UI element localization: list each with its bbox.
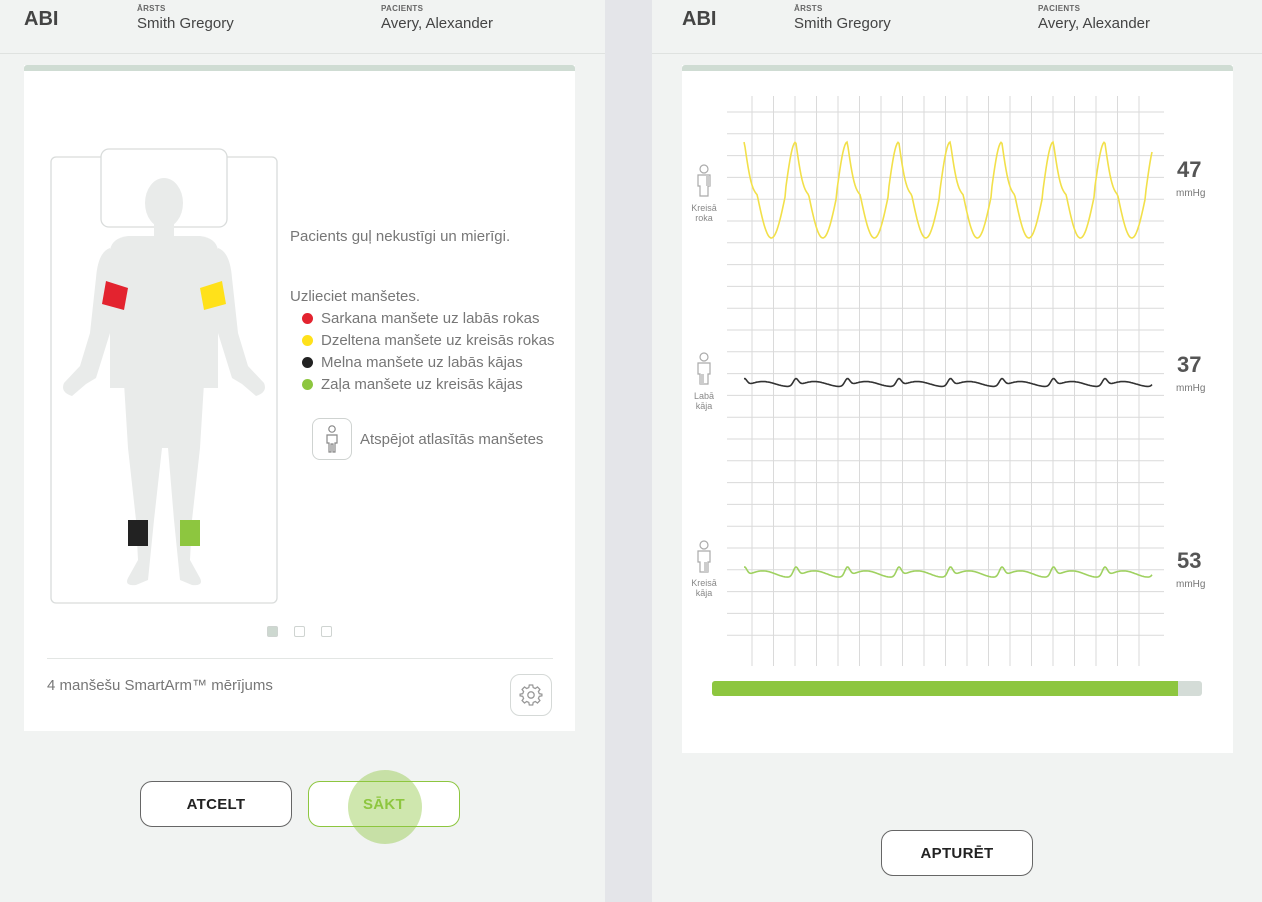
header: ABI ĀRSTS Smith Gregory PACIENTS Avery, …	[0, 0, 605, 54]
instruction-apply-cuffs: Uzlieciet manšetes.	[290, 288, 421, 305]
cuff-legend-label: Sarkana manšete uz labās rokas	[321, 310, 540, 327]
card-top-bar	[682, 65, 1233, 71]
waveform-trace-1	[743, 140, 1153, 239]
patient-field: PACIENTS Avery, Alexander	[1038, 4, 1150, 32]
limb-label-left-leg: Kreisā kāja	[682, 578, 726, 598]
header: ABI ĀRSTS Smith Gregory PACIENTS Avery, …	[652, 0, 1262, 54]
limb-label-line: Labā	[693, 391, 715, 401]
body-diagram	[50, 148, 278, 604]
cuff-legend-label: Melna manšete uz labās kājas	[321, 354, 523, 371]
pressure-unit: mmHg	[1176, 579, 1206, 590]
limb-person-icon	[697, 164, 711, 197]
stop-button[interactable]: APTURĒT	[881, 830, 1033, 876]
pressure-unit: mmHg	[1176, 383, 1206, 394]
start-button[interactable]: SĀKT	[308, 781, 460, 827]
limb-label-right-leg: Labā kāja	[682, 391, 726, 411]
unpair-cuffs-button[interactable]	[312, 418, 352, 460]
cuff-legend-label: Dzeltena manšete uz kreisās rokas	[321, 332, 555, 349]
cuff-legend-item-green: Zaļa manšete uz kreisās kājas	[302, 376, 523, 393]
black-cuff-marker	[128, 520, 148, 546]
app-title: ABI	[24, 8, 59, 30]
measurement-mode-label: 4 manšešu SmartArm™ mērījums	[47, 677, 273, 694]
patient-label: PACIENTS	[381, 4, 424, 13]
measurement-progress-bar	[712, 681, 1202, 696]
measurement-screen: ABI ĀRSTS Smith Gregory PACIENTS Avery, …	[652, 0, 1262, 902]
pressure-value-left-leg: 53	[1177, 548, 1202, 573]
pager-dot-3[interactable]	[321, 626, 332, 637]
patient-name: Avery, Alexander	[1038, 15, 1151, 32]
cuff-legend-item-yellow: Dzeltena manšete uz kreisās rokas	[302, 332, 554, 349]
person-icon	[326, 425, 338, 453]
patient-name: Avery, Alexander	[381, 15, 494, 32]
green-cuff-marker	[180, 520, 200, 546]
limb-person-icon	[697, 540, 711, 573]
cuff-legend-item-red: Sarkana manšete uz labās rokas	[302, 310, 539, 327]
black-dot-icon	[302, 357, 313, 368]
limb-label-line: Kreisā	[691, 203, 717, 213]
doctor-name: Smith Gregory	[794, 15, 891, 32]
progress-fill	[712, 681, 1178, 696]
setup-screen: ABI ĀRSTS Smith Gregory PACIENTS Avery, …	[0, 0, 605, 902]
cuff-legend-item-black: Melna manšete uz labās kājas	[302, 354, 523, 371]
green-dot-icon	[302, 379, 313, 390]
doctor-field: ĀRSTS Smith Gregory	[137, 4, 234, 32]
red-dot-icon	[302, 313, 313, 324]
doctor-field: ĀRSTS Smith Gregory	[794, 4, 891, 32]
pager-dot-2[interactable]	[294, 626, 305, 637]
doctor-label: ĀRSTS	[137, 4, 166, 13]
limb-label-line: kāja	[695, 588, 713, 598]
pressure-value-left-arm: 47	[1177, 157, 1202, 182]
pressure-value-right-leg: 37	[1177, 352, 1202, 377]
red-cuff-marker	[102, 281, 128, 310]
card-top-bar	[24, 65, 575, 71]
pager-dot-1[interactable]	[267, 626, 278, 637]
app-title: ABI	[682, 8, 717, 30]
waveform-trace-3	[744, 566, 1153, 578]
patient-field: PACIENTS Avery, Alexander	[381, 4, 493, 32]
touch-indicator	[348, 770, 422, 844]
yellow-cuff-marker	[200, 281, 226, 310]
patient-label: PACIENTS	[1038, 4, 1081, 13]
limb-label-line: Kreisā	[691, 578, 717, 588]
instruction-lie-still: Pacients guļ nekustīgi un mierīgi.	[290, 228, 511, 245]
gear-icon	[519, 684, 543, 706]
body-silhouette	[63, 178, 265, 586]
doctor-name: Smith Gregory	[137, 15, 234, 32]
limb-label-line: roka	[695, 213, 713, 223]
cancel-button[interactable]: ATCELT	[140, 781, 292, 827]
waveform-grid	[727, 96, 1164, 666]
limb-person-icon	[697, 352, 711, 385]
divider	[47, 658, 553, 659]
waveform-chart	[727, 96, 1164, 666]
doctor-label: ĀRSTS	[794, 4, 823, 13]
unpair-cuffs-label: Atspējot atlasītās manšetes	[360, 431, 544, 448]
yellow-dot-icon	[302, 335, 313, 346]
start-button-label: SĀKT	[362, 795, 406, 813]
limb-label-line: kāja	[695, 401, 713, 411]
waveform-trace-2	[743, 377, 1153, 388]
pressure-unit: mmHg	[1176, 188, 1206, 199]
settings-button[interactable]	[510, 674, 552, 716]
cuff-legend-label: Zaļa manšete uz kreisās kājas	[321, 376, 523, 393]
limb-label-left-arm: Kreisā roka	[682, 203, 726, 223]
